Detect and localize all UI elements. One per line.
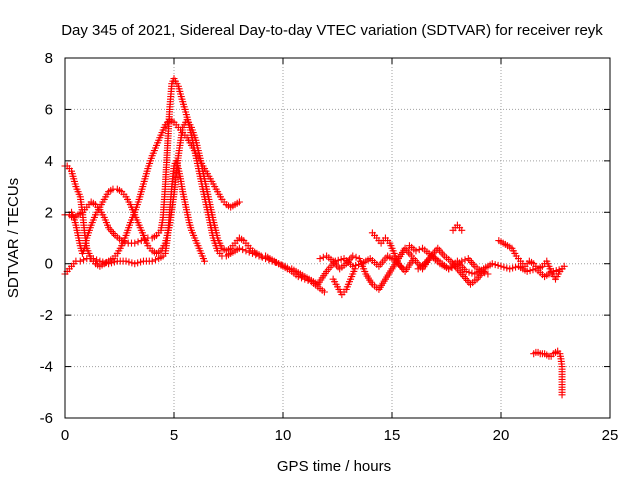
series-track-8 — [368, 229, 407, 273]
series-track-13 — [530, 347, 566, 399]
data-point — [484, 270, 492, 278]
y-tick-label: -6 — [40, 410, 53, 427]
data-point — [235, 198, 243, 206]
data-point — [134, 259, 142, 267]
data-point — [458, 257, 466, 265]
y-tick-label: 6 — [45, 101, 53, 118]
series-track-6 — [316, 244, 416, 293]
y-tick-label: -2 — [40, 307, 53, 324]
data-point — [76, 257, 84, 265]
data-point — [560, 262, 568, 270]
data-point — [131, 260, 139, 268]
data-point — [134, 238, 142, 246]
series-track-11 — [449, 221, 466, 234]
x-tick-label: 15 — [384, 427, 401, 444]
data-point — [465, 268, 473, 276]
data-point — [523, 267, 531, 275]
data-point — [131, 239, 139, 247]
data-point — [316, 255, 324, 263]
x-tick-label: 25 — [602, 427, 619, 444]
data-point — [137, 258, 145, 266]
data-point — [555, 266, 563, 274]
data-point — [399, 265, 407, 273]
data-point — [352, 261, 360, 269]
data-point — [488, 260, 496, 268]
series-track-4 — [68, 116, 291, 273]
data-point — [462, 267, 470, 275]
data-point — [148, 257, 156, 265]
data-point — [242, 247, 250, 255]
data-point — [122, 257, 130, 265]
data-point — [412, 247, 420, 255]
y-tick-label: 8 — [45, 50, 53, 67]
series-track-12 — [495, 237, 568, 283]
data-point — [461, 256, 469, 264]
data-point — [349, 252, 357, 260]
data-point — [201, 257, 209, 265]
data-point — [497, 262, 505, 270]
x-tick-label: 5 — [170, 427, 178, 444]
x-tick-label: 0 — [61, 427, 69, 444]
data-marks — [61, 75, 568, 399]
chart-title: Day 345 of 2021, Sidereal Day-to-day VTE… — [61, 22, 603, 39]
y-tick-label: -4 — [40, 359, 53, 376]
data-point — [93, 256, 101, 264]
data-point — [80, 256, 88, 264]
y-axis-label: SDTVAR / TECUs — [5, 178, 22, 298]
data-point — [110, 258, 118, 266]
data-point — [352, 253, 360, 261]
data-point — [151, 256, 159, 264]
data-point — [408, 252, 416, 260]
data-point — [235, 244, 243, 252]
series-track-10 — [414, 244, 488, 288]
data-point — [558, 391, 566, 399]
y-tick-label: 2 — [45, 204, 53, 221]
data-point — [491, 261, 499, 269]
series-track-7 — [329, 265, 359, 299]
x-tick-label: 20 — [493, 427, 510, 444]
data-point — [125, 258, 133, 266]
x-axis-label: GPS time / hours — [277, 458, 391, 475]
plot-frame — [64, 57, 611, 419]
data-point — [509, 264, 517, 272]
data-point — [480, 267, 488, 275]
axis-ticks: 0 5 10 15 20 25 -6 -4 -2 0 2 4 6 8 — [40, 50, 619, 444]
data-point — [506, 265, 514, 273]
data-point — [337, 255, 345, 263]
grid-lines — [65, 58, 610, 418]
data-point — [239, 246, 247, 254]
series-track-9 — [405, 242, 492, 278]
y-tick-label: 4 — [45, 153, 53, 170]
data-point — [458, 226, 466, 234]
data-point — [526, 267, 534, 275]
data-point — [494, 261, 502, 269]
data-point — [351, 265, 359, 273]
data-point — [320, 288, 328, 296]
data-point — [500, 263, 508, 271]
data-point — [445, 265, 453, 273]
y-tick-label: 0 — [45, 256, 53, 273]
data-point — [529, 266, 537, 274]
x-tick-label: 10 — [275, 427, 292, 444]
